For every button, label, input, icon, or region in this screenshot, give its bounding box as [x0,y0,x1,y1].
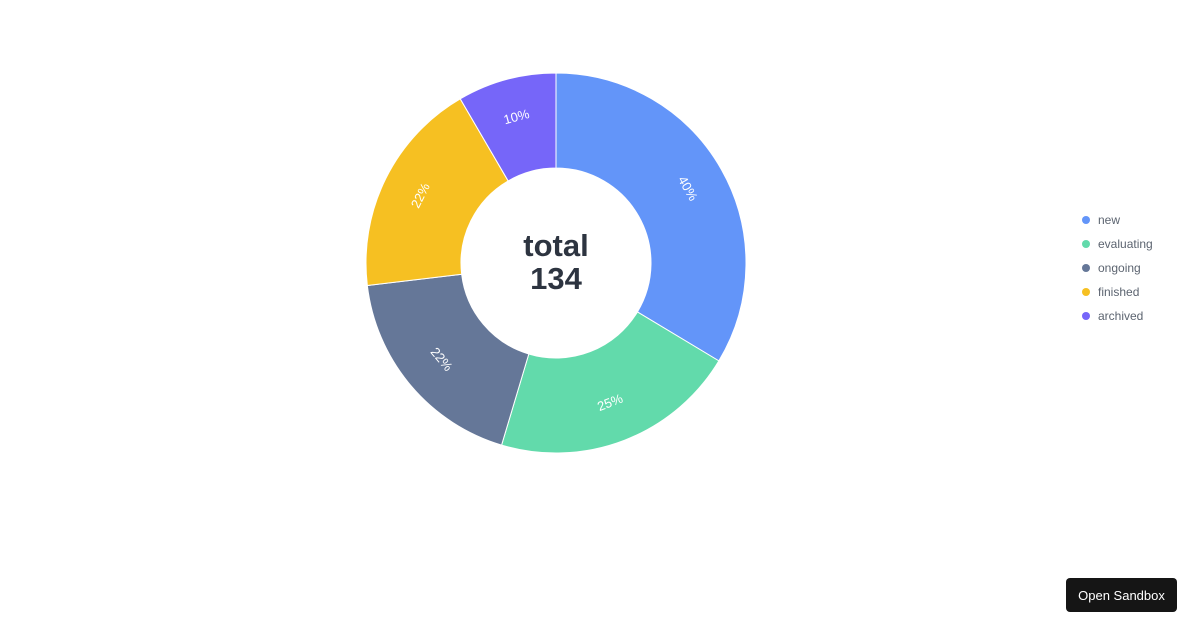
slice-archived[interactable] [459,72,557,182]
center-value: 134 [530,261,582,296]
legend-item-finished[interactable]: finished [1082,280,1153,304]
slice-evaluating[interactable] [500,311,720,454]
legend-item-new[interactable]: new [1082,208,1153,232]
legend-label: finished [1098,285,1140,299]
legend-label: ongoing [1098,261,1141,275]
legend-label: archived [1098,309,1144,323]
legend-item-archived[interactable]: archived [1082,304,1153,328]
legend-marker-icon [1082,312,1090,320]
slice-ongoing[interactable] [366,273,530,446]
legend-marker-icon [1082,240,1090,248]
legend-marker-icon [1082,288,1090,296]
legend-item-ongoing[interactable]: ongoing [1082,256,1153,280]
legend-label: evaluating [1098,237,1153,251]
slice-label-archived: 10% [502,106,531,127]
open-sandbox-button[interactable]: Open Sandbox [1066,578,1177,612]
legend-marker-icon [1082,264,1090,272]
legend: new evaluating ongoing finished archived [1082,208,1153,328]
slice-new[interactable] [555,72,747,362]
donut-slices [365,72,747,454]
legend-marker-icon [1082,216,1090,224]
slice-finished[interactable] [365,98,509,287]
legend-item-evaluating[interactable]: evaluating [1082,232,1153,256]
center-title: total [523,228,588,263]
legend-label: new [1098,213,1121,227]
